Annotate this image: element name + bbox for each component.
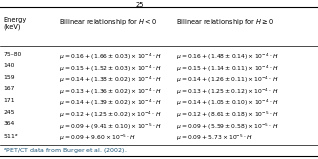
Text: $\mu = 0.09 + (5.59 \pm 0.58) \times 10^{-5} \cdot H$: $\mu = 0.09 + (5.59 \pm 0.58) \times 10^… xyxy=(176,121,279,132)
Text: $\mu = 0.09 + 9.60 \times 10^{-5} \cdot H$: $\mu = 0.09 + 9.60 \times 10^{-5} \cdot … xyxy=(59,133,136,143)
Text: $\mu = 0.15 + (1.52 \pm 0.03) \times 10^{-4} \cdot H$: $\mu = 0.15 + (1.52 \pm 0.03) \times 10^… xyxy=(59,63,162,74)
Text: $\mu = 0.15 + (1.14 \pm 0.11) \times 10^{-4} \cdot H$: $\mu = 0.15 + (1.14 \pm 0.11) \times 10^… xyxy=(176,63,279,74)
Text: Bilinear relationship for $H\geq0$: Bilinear relationship for $H\geq0$ xyxy=(176,17,275,27)
Text: Bilinear relationship for $H<0$: Bilinear relationship for $H<0$ xyxy=(59,17,157,27)
Text: 364: 364 xyxy=(3,121,14,126)
Text: $\mu = 0.16 + (1.48 \pm 0.14) \times 10^{-4} \cdot H$: $\mu = 0.16 + (1.48 \pm 0.14) \times 10^… xyxy=(176,52,279,62)
Text: $\mu = 0.09 + 5.73 \times 10^{-5} \cdot H$: $\mu = 0.09 + 5.73 \times 10^{-5} \cdot … xyxy=(176,133,253,143)
Text: $\mu = 0.16 + (1.66 \pm 0.03) \times 10^{-4} \cdot H$: $\mu = 0.16 + (1.66 \pm 0.03) \times 10^… xyxy=(59,52,162,62)
Text: $\mu = 0.14 + (1.38 \pm 0.02) \times 10^{-4} \cdot H$: $\mu = 0.14 + (1.38 \pm 0.02) \times 10^… xyxy=(59,75,162,85)
Text: 245: 245 xyxy=(3,110,15,115)
Text: $^a$PET/CT data from Burger et al. (2002).: $^a$PET/CT data from Burger et al. (2002… xyxy=(3,147,128,156)
Text: $\mu = 0.13 + (1.25 \pm 0.12) \times 10^{-4} \cdot H$: $\mu = 0.13 + (1.25 \pm 0.12) \times 10^… xyxy=(176,86,279,97)
Text: Energy
(keV): Energy (keV) xyxy=(3,17,26,30)
Text: 159: 159 xyxy=(3,75,15,80)
Text: 25: 25 xyxy=(136,2,144,8)
Text: $\mu = 0.14 + (1.26 \pm 0.11) \times 10^{-4} \cdot H$: $\mu = 0.14 + (1.26 \pm 0.11) \times 10^… xyxy=(176,75,279,85)
Text: 167: 167 xyxy=(3,86,15,91)
Text: $\mu = 0.14 + (1.39 \pm 0.02) \times 10^{-4} \cdot H$: $\mu = 0.14 + (1.39 \pm 0.02) \times 10^… xyxy=(59,98,162,108)
Text: 171: 171 xyxy=(3,98,15,103)
Text: 140: 140 xyxy=(3,63,15,68)
Text: $\mu = 0.12 + (1.25 \pm 0.02) \times 10^{-4} \cdot H$: $\mu = 0.12 + (1.25 \pm 0.02) \times 10^… xyxy=(59,110,161,120)
Text: 511$^a$: 511$^a$ xyxy=(3,133,19,141)
Text: $\mu = 0.09 + (9.41 \pm 0.10) \times 10^{-5} \cdot H$: $\mu = 0.09 + (9.41 \pm 0.10) \times 10^… xyxy=(59,121,162,132)
Text: $\mu = 0.12 + (8.61 \pm 0.18) \times 10^{-5} \cdot H$: $\mu = 0.12 + (8.61 \pm 0.18) \times 10^… xyxy=(176,110,279,120)
Text: $\mu = 0.13 + (1.36 \pm 0.02) \times 10^{-4} \cdot H$: $\mu = 0.13 + (1.36 \pm 0.02) \times 10^… xyxy=(59,86,162,97)
Text: 75–80: 75–80 xyxy=(3,52,21,57)
Text: $\mu = 0.14 + (1.05 \pm 0.10) \times 10^{-4} \cdot H$: $\mu = 0.14 + (1.05 \pm 0.10) \times 10^… xyxy=(176,98,279,108)
